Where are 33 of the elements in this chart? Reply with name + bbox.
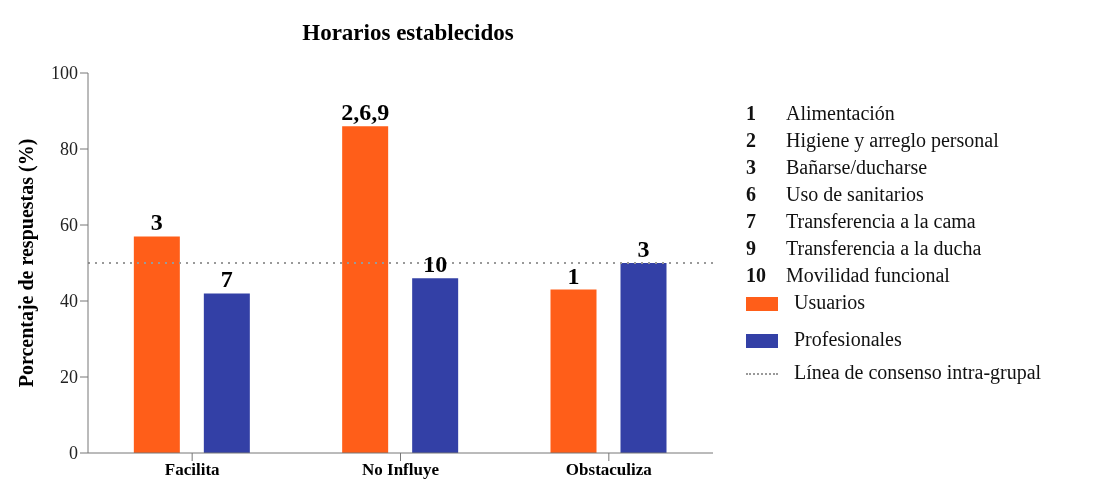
legend-label: Línea de consenso intra-grupal xyxy=(793,360,1042,386)
y-tick-label: 0 xyxy=(69,443,78,464)
legend-label: Profesionales xyxy=(793,327,903,352)
annotation: 3 xyxy=(637,236,650,262)
legend-label: Usuarios xyxy=(793,290,867,315)
y-tick-label: 40 xyxy=(60,291,78,312)
bar xyxy=(133,236,180,453)
text: 6 Uso de sanitarios xyxy=(746,183,924,205)
text: 10 Movilidad funcional xyxy=(746,263,950,288)
text: 3 Bañarse/ducharse xyxy=(746,156,928,178)
annotation: 10 xyxy=(423,251,448,278)
annotation: 7 xyxy=(220,266,233,293)
bar xyxy=(342,126,389,453)
x-tick-label: Obstaculiza xyxy=(565,460,653,480)
text: 9 Transferencia a la ducha xyxy=(746,237,982,259)
text: 2 Higiene y arreglo personal xyxy=(746,129,999,151)
text: 7 Transferencia a la cama xyxy=(746,210,976,232)
text: 1 Alimentación xyxy=(746,102,895,124)
y-tick-label: 60 xyxy=(60,215,78,236)
bar xyxy=(620,263,667,453)
bar xyxy=(412,278,459,453)
y-axis-title: Porcentaje de respuestas (%) xyxy=(15,138,39,388)
bar xyxy=(203,293,250,453)
y-tick-label: 80 xyxy=(60,139,78,160)
x-tick-label: Facilita xyxy=(164,460,221,480)
annotation: 1 xyxy=(567,262,580,289)
annotation: 3 xyxy=(150,209,163,236)
chart-title: Horarios establecidos xyxy=(301,20,515,46)
annotation: 2,6,9 xyxy=(341,99,390,126)
y-tick-label: 100 xyxy=(51,63,78,84)
y-tick-label: 20 xyxy=(60,367,78,388)
x-tick-label: No Influye xyxy=(362,460,440,480)
bar xyxy=(550,289,597,453)
